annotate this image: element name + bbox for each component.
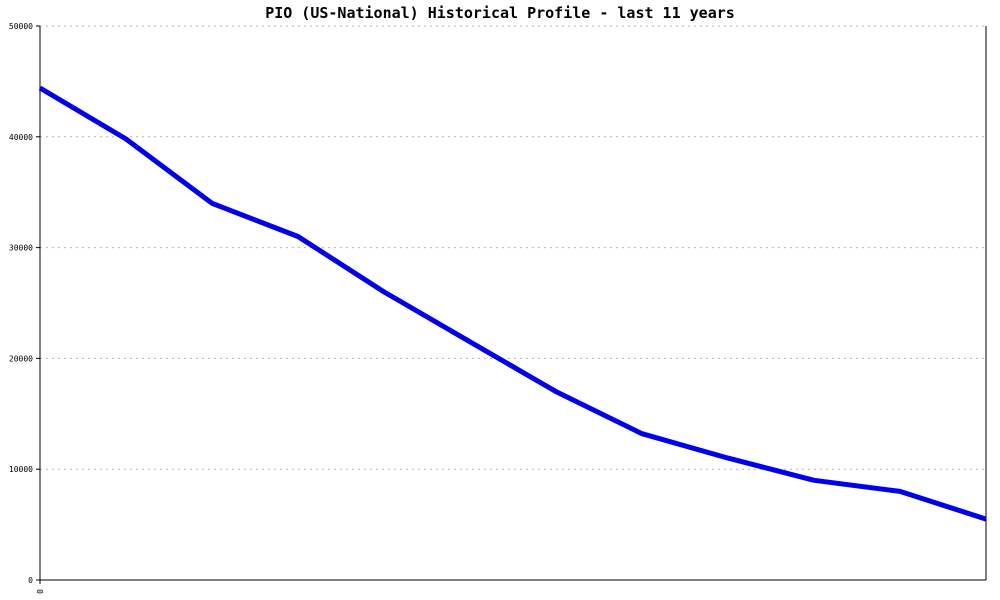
- x-tick-labels: 0: [36, 589, 45, 594]
- axes: [36, 25, 987, 584]
- x-tick-label: 0: [36, 589, 45, 594]
- series-layer: [38, 85, 987, 522]
- y-tick-label: 50000: [9, 22, 33, 31]
- y-tick-label: 30000: [9, 244, 33, 253]
- y-tick-label: 0: [28, 576, 33, 585]
- y-tick-labels: 0 10000 20000 30000 40000 50000: [9, 22, 33, 585]
- chart-title: PIO (US-National) Historical Profile - l…: [265, 4, 735, 22]
- gridlines: [40, 25, 986, 470]
- y-tick-label: 20000: [9, 354, 33, 363]
- y-tick-label: 40000: [9, 133, 33, 142]
- series-line: [38, 85, 987, 522]
- y-tick-label: 10000: [9, 465, 33, 474]
